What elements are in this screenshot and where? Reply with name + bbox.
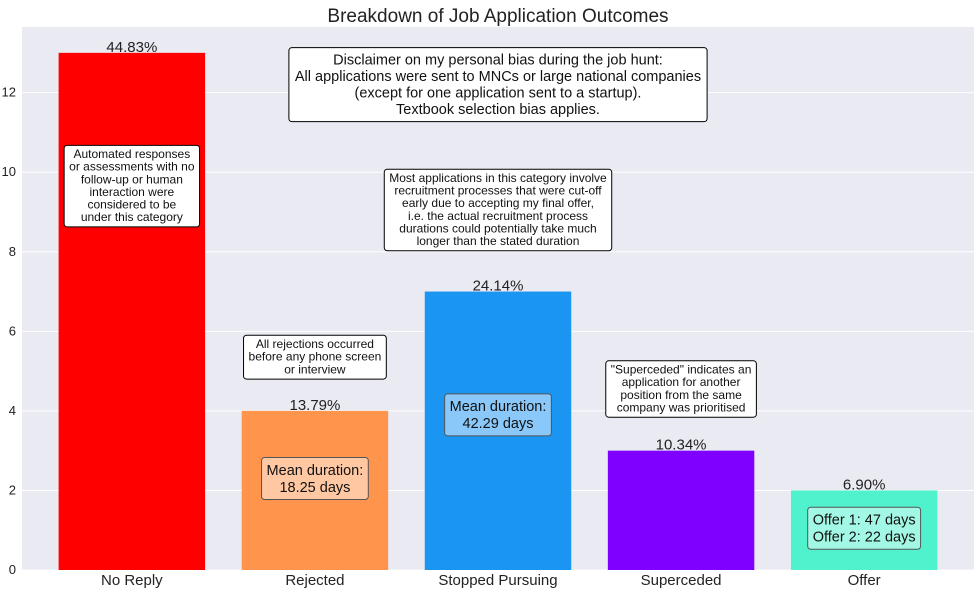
annotation-note-frame <box>383 168 613 252</box>
annotation-note-line: company was prioritised <box>617 400 746 414</box>
x-tick-label: Superceded <box>641 572 722 589</box>
in-bar-label-line: Mean duration: <box>267 463 364 479</box>
y-axis-ticks: 0 2 4 6 8 10 12 <box>2 85 16 577</box>
value-label: 6.90% <box>843 476 886 493</box>
in-bar-label-line: 42.29 days <box>463 416 534 432</box>
annotation-note-line: position from the same <box>620 388 742 402</box>
in-bar-label-frame <box>807 506 922 550</box>
disclaimer-line: (except for one application sent to a st… <box>355 86 642 102</box>
in-bar-label-line: Offer 1: 47 days <box>813 512 916 528</box>
disclaimer-line: Disclaimer on my personal bias during th… <box>333 53 663 69</box>
x-tick-label: Offer <box>848 572 881 589</box>
annotation-note-line: "Superceded" indicates an <box>611 363 752 377</box>
annotation-note: Most applications in this category invol… <box>383 168 613 252</box>
y-tick-label: 2 <box>9 482 16 497</box>
annotation-note-line: i.e. the actual recruitment process <box>408 209 588 223</box>
annotation-note-frame <box>605 360 757 418</box>
y-tick-label: 0 <box>9 562 16 577</box>
in-bar-label-frame <box>444 393 552 437</box>
in-bar-label-line: Mean duration: <box>450 399 547 415</box>
x-tick-label: Stopped Pursuing <box>438 572 557 589</box>
disclaimer-line: Textbook selection bias applies. <box>396 102 600 118</box>
value-label: 10.34% <box>656 437 707 454</box>
value-label: 24.14% <box>473 278 524 295</box>
y-tick-label: 12 <box>2 85 16 100</box>
value-label: 44.83% <box>106 39 157 56</box>
annotation-note-frame <box>63 144 201 228</box>
annotation-note-line: or interview <box>284 362 346 376</box>
disclaimer-line: All applications were sent to MNCs or la… <box>295 69 701 85</box>
y-tick-label: 4 <box>9 403 16 418</box>
chart-title: Breakdown of Job Application Outcomes <box>327 6 668 27</box>
x-tick-label: No Reply <box>101 572 163 589</box>
annotation-note-line: interaction were <box>89 185 174 199</box>
annotation-note-line: recruitment processes that were cut-off <box>394 184 602 198</box>
y-tick-label: 8 <box>9 244 16 259</box>
annotation-note-line: follow-up or human <box>81 172 183 186</box>
in-bar-label-line: Offer 2: 22 days <box>813 529 916 545</box>
annotation-note-frame <box>243 334 387 380</box>
annotation-note-line: considered to be <box>87 198 176 212</box>
annotation-note-line: before any phone screen <box>249 350 382 364</box>
annotation-note-line: All rejections occurred <box>256 337 374 351</box>
value-label: 13.79% <box>289 397 340 414</box>
annotation-note-line: Automated responses <box>73 147 190 161</box>
annotation-note-line: longer than the stated duration <box>417 234 580 248</box>
annotation-note-line: or assessments with no <box>69 160 195 174</box>
annotation-note-line: application for another <box>622 375 741 389</box>
annotation-note-line: early due to accepting my final offer, <box>402 196 594 210</box>
annotation-note-line: Most applications in this category invol… <box>389 171 607 185</box>
bar-superceded <box>607 450 755 570</box>
y-tick-label: 10 <box>2 164 16 179</box>
in-bar-label-line: 18.25 days <box>279 480 350 496</box>
in-bar-label: Mean duration:42.29 days <box>444 393 552 437</box>
bar-no-reply <box>58 52 206 571</box>
disclaimer-box: Disclaimer on my personal bias during th… <box>288 47 708 123</box>
annotation-note-line: durations could potentially take much <box>399 221 596 235</box>
in-bar-label: Mean duration:18.25 days <box>261 457 369 501</box>
disclaimer: Disclaimer on my personal bias during th… <box>288 47 708 123</box>
annotation-note-line: under this category <box>81 210 183 224</box>
value-labels: 44.83% 13.79% 24.14% 10.34% 6.90% <box>106 39 885 494</box>
y-tick-label: 6 <box>9 323 16 338</box>
x-axis-ticks: No Reply Rejected Stopped Pursuing Superced… <box>101 572 881 589</box>
in-bar-label-frame <box>261 457 369 501</box>
x-tick-label: Rejected <box>285 572 344 589</box>
disclaimer-frame <box>288 47 708 123</box>
